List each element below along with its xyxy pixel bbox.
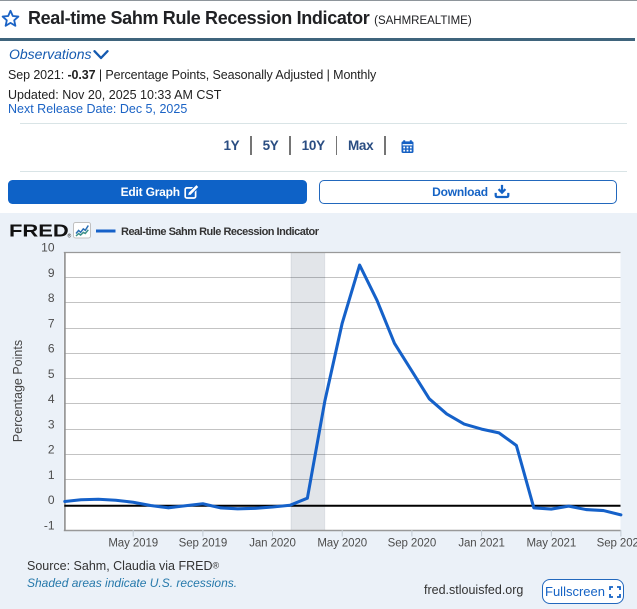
svg-text:3: 3 — [48, 417, 55, 431]
svg-text:7: 7 — [48, 316, 55, 330]
svg-text:Real-time Sahm Rule Recession: Real-time Sahm Rule Recession Indicator — [121, 226, 320, 238]
svg-text:Sep 2020: Sep 2020 — [388, 538, 436, 550]
svg-text:9: 9 — [48, 266, 55, 280]
svg-text:®: ® — [68, 233, 72, 240]
svg-text:6: 6 — [48, 342, 55, 356]
svg-text:5: 5 — [48, 367, 55, 381]
svg-text:-1: -1 — [44, 518, 55, 532]
svg-text:1: 1 — [48, 468, 55, 482]
svg-text:FRED: FRED — [9, 221, 69, 241]
svg-text:Percentage Points: Percentage Points — [11, 340, 25, 442]
svg-text:2: 2 — [48, 443, 55, 457]
svg-text:May 2021: May 2021 — [526, 538, 576, 550]
svg-text:Jan 2021: Jan 2021 — [458, 538, 505, 550]
svg-text:May 2019: May 2019 — [108, 538, 158, 550]
svg-text:May 2020: May 2020 — [317, 538, 367, 550]
svg-text:Sep 2019: Sep 2019 — [179, 538, 227, 550]
svg-text:10: 10 — [41, 241, 55, 255]
svg-text:0: 0 — [48, 493, 55, 507]
svg-text:Sep 2021: Sep 2021 — [597, 538, 637, 550]
svg-text:4: 4 — [48, 392, 55, 406]
svg-text:8: 8 — [48, 291, 55, 305]
svg-text:Jan 2020: Jan 2020 — [249, 538, 296, 550]
